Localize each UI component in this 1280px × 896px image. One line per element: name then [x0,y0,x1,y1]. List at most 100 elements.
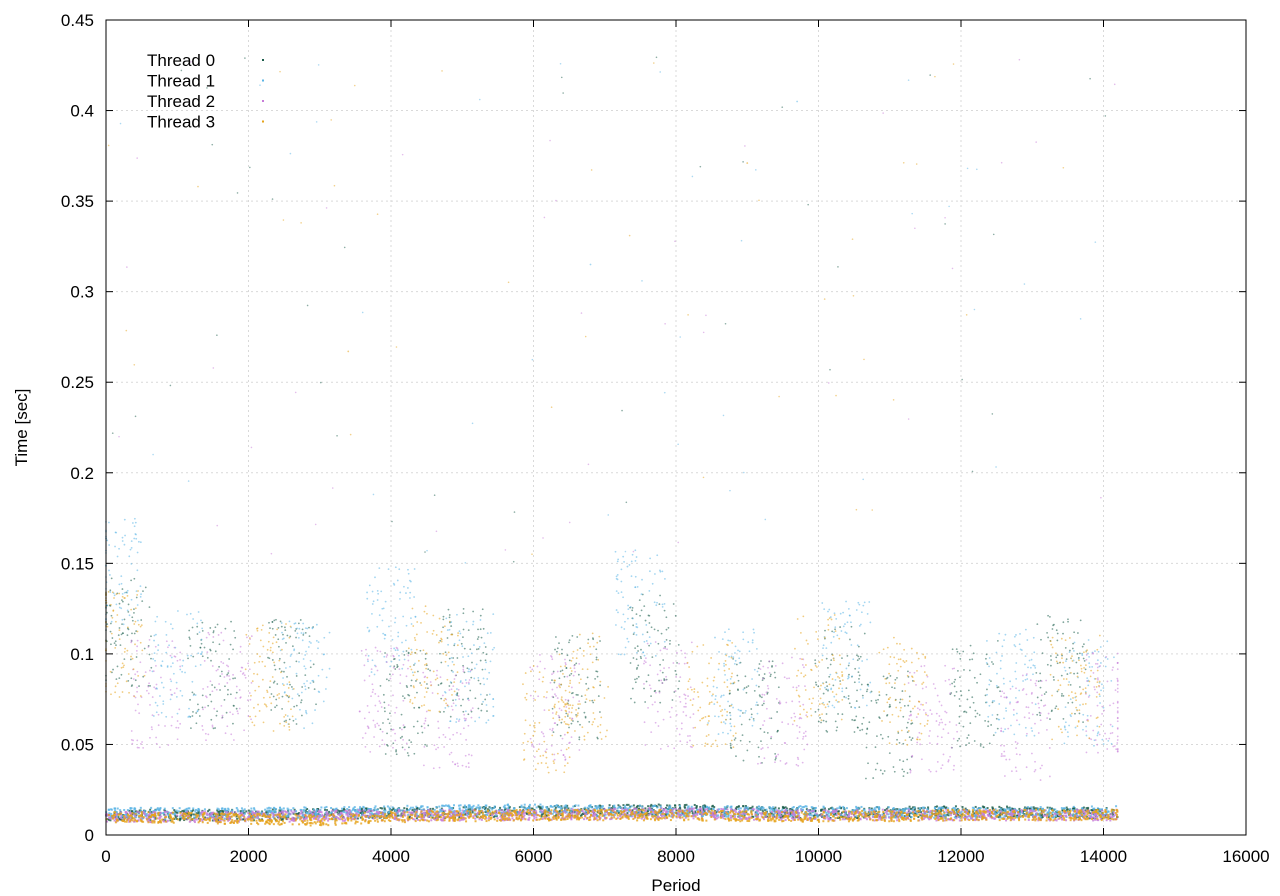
data-point [769,673,772,676]
baseline-point [141,817,144,820]
baseline-point [905,815,908,818]
data-point [968,742,970,745]
baseline-point [110,808,113,811]
baseline-point [184,811,187,814]
data-point [378,567,381,570]
data-point [659,569,661,572]
data-point [215,714,218,717]
baseline-point [520,810,523,813]
baseline-point [851,809,854,812]
data-point [899,698,902,701]
data-point [128,614,131,617]
data-point [620,580,623,583]
data-point [738,650,741,653]
data-point [123,658,126,661]
data-point [1101,683,1103,686]
outlier-point [641,280,643,282]
baseline-point [911,808,914,811]
data-point [729,639,731,642]
data-point [304,688,307,691]
data-point [382,722,384,724]
data-point [449,681,452,683]
outlier-point [259,84,261,86]
baseline-point [616,807,619,810]
data-point [1015,712,1018,715]
data-point [1096,734,1099,737]
data-point [209,648,211,651]
data-point [212,631,215,634]
data-point [910,739,913,741]
baseline-point [778,813,781,816]
data-point [958,722,961,725]
data-point [825,720,828,723]
data-point [1056,632,1059,635]
baseline-point [650,812,653,815]
baseline-point [448,805,451,808]
baseline-point [420,808,423,811]
baseline-point [530,807,533,810]
data-point [398,654,400,657]
baseline-point [1005,814,1008,817]
data-point [403,697,406,700]
data-point [844,623,846,625]
baseline-point [742,805,745,808]
data-point [727,639,730,642]
data-point [868,601,871,603]
baseline-point [197,811,200,814]
baseline-point [498,809,501,812]
data-point [1014,670,1017,673]
data-point [992,663,995,665]
data-point [639,614,641,617]
data-point [407,651,410,654]
baseline-point [870,807,873,810]
data-point [889,705,892,708]
baseline-point [250,810,253,813]
baseline-point [808,813,811,816]
data-point [636,585,639,588]
data-point [848,673,850,676]
data-point [121,593,124,595]
data-point [648,614,651,617]
data-point [951,648,954,651]
baseline-point [811,811,814,814]
data-point [108,544,111,546]
data-point [455,718,458,720]
data-point [425,664,428,667]
data-point [845,632,848,635]
data-point [138,685,140,687]
baseline-point [585,813,588,816]
baseline-point [372,809,375,812]
baseline-point [359,816,362,819]
baseline-point [884,816,887,819]
data-point [889,675,892,677]
data-point [118,606,121,609]
data-point [885,693,888,696]
baseline-point [580,810,583,813]
baseline-point [957,816,960,819]
baseline-point [857,807,860,810]
data-point [106,623,109,625]
baseline-point [407,809,410,812]
data-point [1011,685,1014,688]
baseline-point [308,813,311,816]
baseline-point [346,815,349,818]
data-point [201,694,204,697]
data-point [224,627,227,630]
data-point [156,615,159,618]
data-point [188,715,191,718]
baseline-point [220,810,223,813]
data-point [659,701,662,704]
data-point [649,642,652,645]
data-point [155,633,157,636]
data-point [560,652,563,655]
data-point [650,626,653,629]
data-point [967,689,970,692]
baseline-point [1047,811,1050,814]
data-point [635,633,638,636]
data-point [875,701,878,704]
data-point [1088,666,1091,668]
data-point [995,684,998,687]
data-point [162,700,165,703]
baseline-point [370,808,373,811]
baseline-point [1034,807,1037,810]
